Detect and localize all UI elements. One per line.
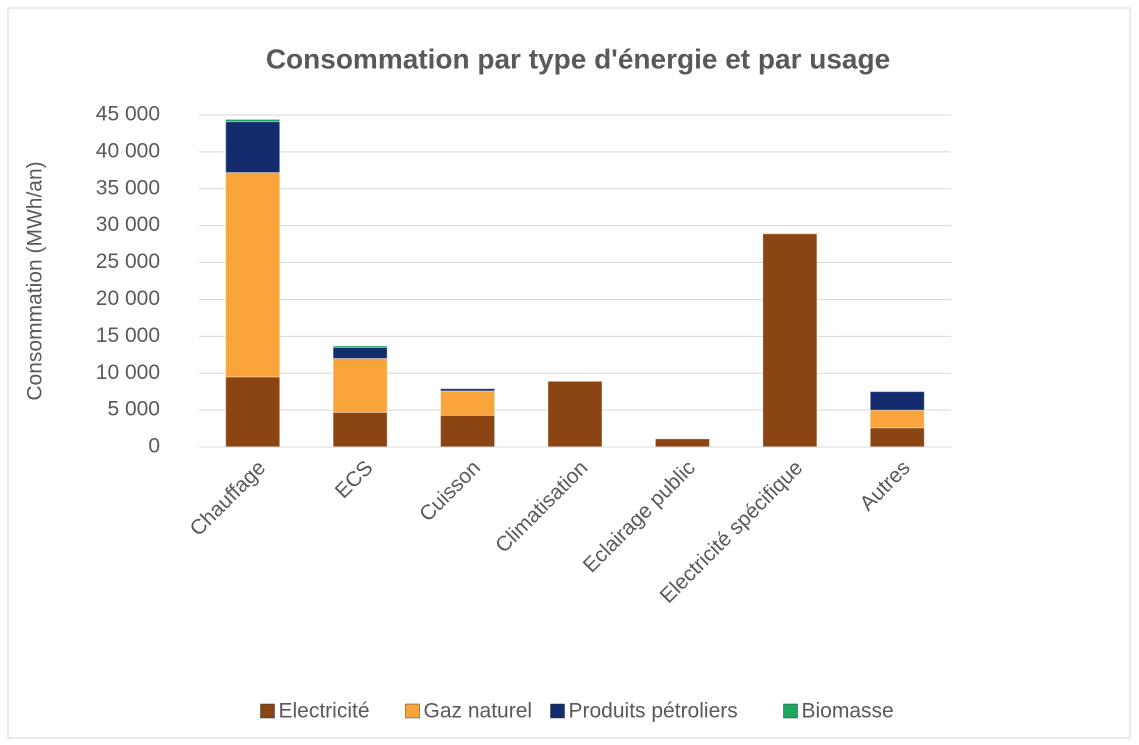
legend-swatch bbox=[405, 703, 420, 719]
bar-segment bbox=[225, 172, 281, 378]
y-tick-label: 45 000 bbox=[96, 103, 160, 126]
bar-segment bbox=[332, 345, 388, 348]
legend-label: Gaz naturel bbox=[424, 700, 533, 723]
bar-segment bbox=[225, 118, 281, 123]
y-tick-label: 15 000 bbox=[96, 324, 160, 347]
y-tick-label: 10 000 bbox=[96, 361, 160, 384]
bar-segment bbox=[225, 121, 281, 174]
bar-segment bbox=[225, 376, 281, 448]
bar-segment bbox=[440, 414, 496, 448]
legend-label: Produits pétroliers bbox=[569, 700, 738, 723]
y-tick-label: 35 000 bbox=[96, 176, 160, 199]
bar-segment bbox=[332, 346, 388, 359]
y-tick-label: 20 000 bbox=[96, 287, 160, 310]
legend-swatch bbox=[260, 703, 275, 719]
bar-segment bbox=[654, 438, 710, 448]
bar-segment bbox=[869, 409, 925, 429]
legend-label: Electricité bbox=[279, 700, 370, 723]
bar-segment bbox=[762, 233, 818, 448]
y-axis-label: Consommation (MWh/an) bbox=[24, 161, 47, 400]
legend-label: Biomasse bbox=[802, 700, 894, 723]
legend-swatch bbox=[783, 703, 798, 719]
legend-swatch bbox=[550, 703, 565, 719]
bar-segment bbox=[440, 390, 496, 416]
y-tick-label: 25 000 bbox=[96, 250, 160, 273]
y-tick-label: 5 000 bbox=[107, 398, 160, 421]
bar-segment bbox=[869, 427, 925, 448]
chart-title: Consommation par type d'énergie et par u… bbox=[266, 43, 890, 74]
y-tick-label: 0 bbox=[148, 435, 160, 458]
y-tick-label: 40 000 bbox=[96, 139, 160, 162]
y-tick-label: 30 000 bbox=[96, 213, 160, 236]
bar-segment bbox=[869, 391, 925, 411]
bar-segment bbox=[547, 380, 603, 448]
bar-segment bbox=[332, 357, 388, 413]
bar-segment bbox=[440, 388, 496, 392]
bar-segment bbox=[332, 411, 388, 448]
